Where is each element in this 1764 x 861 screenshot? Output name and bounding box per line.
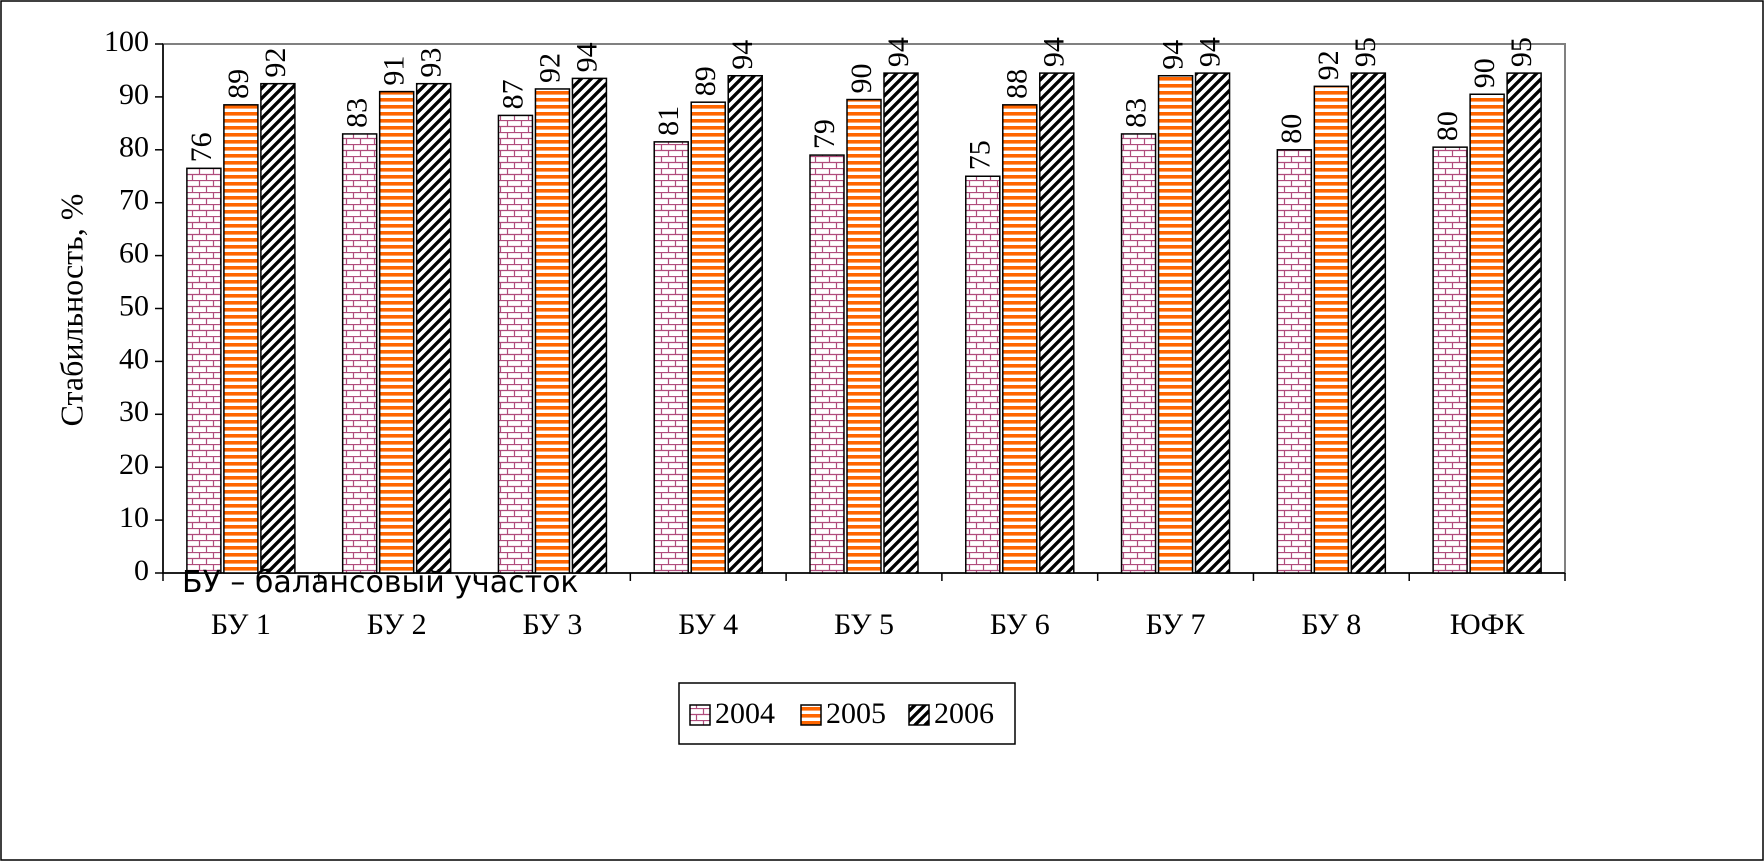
bar-2004 [809, 154, 845, 574]
bar-2004 [1276, 149, 1313, 574]
legend-swatch-2004 [689, 704, 711, 726]
bar-2006 [571, 77, 608, 574]
y-tick-label: 40 [119, 342, 149, 375]
data-label-2005: 89 [222, 69, 255, 99]
annotation-note: БУ – балансовый участок [182, 565, 579, 600]
y-axis: 0 10 20 30 40 50 60 70 80 90 100 [104, 25, 164, 587]
bar-2004 [1432, 146, 1468, 574]
data-label-2004: 80 [1275, 114, 1308, 144]
data-label-2004: 81 [652, 106, 685, 136]
y-tick-label: 30 [119, 395, 149, 428]
bar-2006 [260, 82, 296, 574]
data-label-2004: 83 [1119, 98, 1152, 128]
data-label-2006: 95 [1349, 37, 1382, 67]
data-label-2005: 92 [1312, 50, 1345, 80]
bar-2004 [497, 114, 534, 574]
data-label-2006: 94 [570, 42, 603, 72]
y-tick-label: 50 [119, 289, 149, 322]
data-label-2006: 93 [415, 48, 448, 78]
bar-2005 [534, 88, 571, 574]
legend-label-2005: 2005 [826, 697, 886, 730]
legend: 2004 2005 2006 [678, 682, 1016, 745]
x-tick-label: БУ 7 [1146, 608, 1206, 641]
data-label-2005: 88 [1001, 69, 1034, 99]
data-label-2005: 90 [1468, 58, 1501, 88]
bar-2005 [690, 101, 726, 574]
x-tick-label: БУ 8 [1301, 608, 1361, 641]
bar-2006 [727, 74, 763, 574]
bar-2004 [186, 167, 222, 574]
data-label-2005: 94 [1156, 40, 1189, 70]
x-tick-label: БУ 4 [678, 608, 738, 641]
data-label-2005: 92 [533, 53, 566, 83]
data-label-2006: 95 [1505, 37, 1538, 67]
data-label-2004: 83 [341, 98, 374, 128]
legend-label-2006: 2006 [934, 697, 994, 730]
x-tick-label: БУ 5 [834, 608, 894, 641]
bar-2005 [223, 104, 259, 574]
data-label-2005: 89 [689, 66, 722, 96]
data-label-2004: 76 [185, 132, 218, 162]
bar-2005 [846, 98, 882, 574]
x-tick-label: БУ 3 [522, 608, 582, 641]
bar-2004 [341, 133, 378, 574]
bar-2005 [1313, 85, 1350, 574]
y-tick-label: 80 [119, 131, 149, 164]
y-tick-label: 60 [119, 236, 149, 269]
legend-swatch-2005 [800, 704, 822, 726]
data-label-2004: 87 [496, 79, 529, 109]
data-label-2006: 94 [1193, 37, 1226, 67]
bar-2006 [1039, 72, 1075, 574]
y-tick-label: 10 [119, 501, 149, 534]
data-label-2004: 75 [964, 140, 997, 170]
legend-box [678, 682, 1016, 745]
data-label-2006: 92 [259, 48, 292, 78]
x-axis: БУ 1 БУ 2 БУ 3 БУ 4 БУ 5 БУ 6 БУ 7 БУ 8 ЮФК [162, 572, 1566, 641]
bar-2006 [883, 72, 919, 574]
bar-2005 [1002, 104, 1038, 574]
x-tick-label: БУ 1 [211, 608, 271, 641]
x-tick-label: БУ 2 [367, 608, 427, 641]
bar-2004 [1120, 133, 1157, 574]
bar-2005 [378, 90, 415, 574]
bar-2004 [653, 141, 689, 574]
bars [186, 72, 1542, 574]
y-tick-label: 0 [134, 554, 149, 587]
data-label-2006: 94 [882, 37, 915, 67]
bar-2005 [1469, 93, 1505, 574]
y-tick-label: 100 [104, 25, 149, 58]
y-axis-title: Стабильность, % [53, 194, 89, 427]
y-tick-label: 90 [119, 78, 149, 111]
data-label-2006: 94 [726, 40, 759, 70]
bar-2006 [1194, 72, 1231, 574]
y-tick-label: 70 [119, 184, 149, 217]
legend-label-2004: 2004 [715, 697, 775, 730]
bar-2006 [1506, 72, 1542, 574]
legend-swatch-2006 [908, 704, 930, 726]
y-tick-label: 20 [119, 448, 149, 481]
data-label-2006: 94 [1038, 37, 1071, 67]
bar-2005 [1157, 74, 1194, 574]
x-tick-label: ЮФК [1450, 608, 1526, 641]
bar-2004 [965, 175, 1001, 574]
data-label-2005: 91 [378, 56, 411, 86]
data-label-2005: 90 [845, 64, 878, 94]
bar-2006 [415, 82, 452, 574]
bar-2006 [1350, 72, 1387, 574]
x-tick-label: БУ 6 [990, 608, 1050, 641]
data-label-2004: 80 [1431, 111, 1464, 141]
data-label-2004: 79 [808, 119, 841, 149]
